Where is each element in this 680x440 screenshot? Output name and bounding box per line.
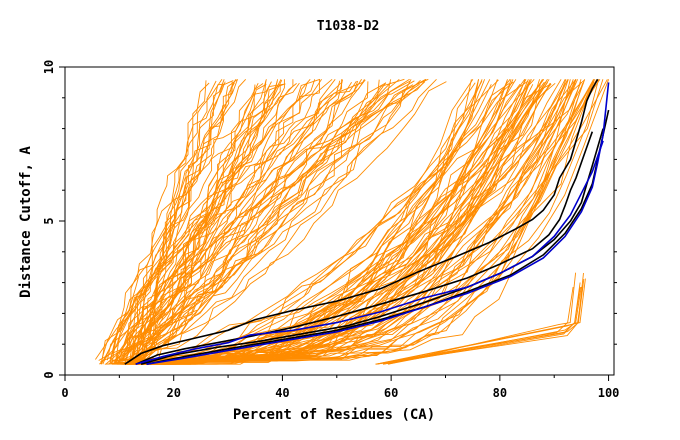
background-series-line xyxy=(132,78,427,360)
background-series-line xyxy=(129,79,511,365)
background-series-line xyxy=(119,79,577,360)
background-series-line xyxy=(111,79,344,365)
highlight-series-line-2 xyxy=(135,131,594,365)
highlight-series-line-6 xyxy=(146,82,610,365)
background-series-line xyxy=(104,78,410,365)
x-axis-ticks: 0 20 40 60 80 100 xyxy=(61,375,619,400)
background-series-line xyxy=(142,79,596,365)
background-series-line xyxy=(138,79,499,363)
background-series-line xyxy=(118,78,429,363)
background-series-line xyxy=(117,84,414,363)
background-series-line xyxy=(387,272,577,365)
background-series-line xyxy=(154,82,552,365)
background-series-line xyxy=(134,78,333,365)
x-axis-label: Percent of Residues (CA) xyxy=(233,407,435,423)
x-tick-label: 40 xyxy=(275,386,289,400)
background-series-line xyxy=(118,82,210,361)
background-series-line xyxy=(137,80,359,365)
x-tick-label: 60 xyxy=(384,386,398,400)
background-series-line xyxy=(130,79,316,365)
background-series-line xyxy=(130,79,267,362)
background-series-line xyxy=(111,79,223,364)
background-series-line xyxy=(141,84,541,365)
highlight-series-group xyxy=(124,78,610,365)
y-tick-label: 10 xyxy=(42,60,56,74)
background-series-group xyxy=(95,78,610,365)
background-series-line xyxy=(112,79,279,365)
background-series-line xyxy=(146,79,474,365)
background-series-line xyxy=(126,79,598,364)
background-series-line xyxy=(163,79,586,365)
background-series-line xyxy=(387,286,582,365)
background-series-line xyxy=(130,81,426,360)
background-series-line xyxy=(132,82,387,362)
y-tick-label: 0 xyxy=(42,371,56,378)
background-series-line xyxy=(154,83,594,365)
x-tick-label: 100 xyxy=(598,386,620,400)
background-series-line xyxy=(130,80,207,365)
background-series-line xyxy=(383,282,581,365)
chart-title: T1038-D2 xyxy=(317,19,380,34)
background-series-line xyxy=(137,78,437,363)
background-series-line xyxy=(139,83,308,365)
background-series-line xyxy=(134,81,447,361)
background-series-line xyxy=(375,272,584,365)
background-series-line xyxy=(142,83,297,365)
x-tick-label: 80 xyxy=(493,386,507,400)
highlight-series-line-1 xyxy=(124,78,599,365)
highlight-series-line-5 xyxy=(135,140,604,365)
background-series-line xyxy=(95,79,427,360)
background-series-line xyxy=(123,78,400,364)
background-series-line xyxy=(125,82,392,364)
x-tick-label: 0 xyxy=(61,386,68,400)
background-series-line xyxy=(131,83,225,365)
background-series-line xyxy=(109,78,238,360)
x-tick-label: 20 xyxy=(166,386,180,400)
y-axis-label: Distance Cutoff, A xyxy=(18,146,34,298)
background-series-line xyxy=(143,79,527,363)
background-series-line xyxy=(118,79,412,364)
background-series-line xyxy=(128,83,267,360)
background-series-line xyxy=(375,287,574,365)
background-series-line xyxy=(164,79,571,362)
y-axis-ticks: 0 5 10 xyxy=(42,60,617,379)
y-tick-label: 5 xyxy=(42,217,56,224)
